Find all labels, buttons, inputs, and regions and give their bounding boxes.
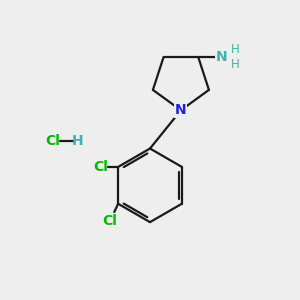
Text: Cl: Cl: [102, 214, 117, 228]
Text: H: H: [231, 43, 239, 56]
Text: H: H: [231, 58, 239, 71]
Text: Cl: Cl: [45, 134, 60, 148]
Text: Cl: Cl: [93, 160, 108, 174]
Text: N: N: [215, 50, 227, 64]
Text: H: H: [72, 134, 84, 148]
Text: N: N: [175, 103, 187, 117]
